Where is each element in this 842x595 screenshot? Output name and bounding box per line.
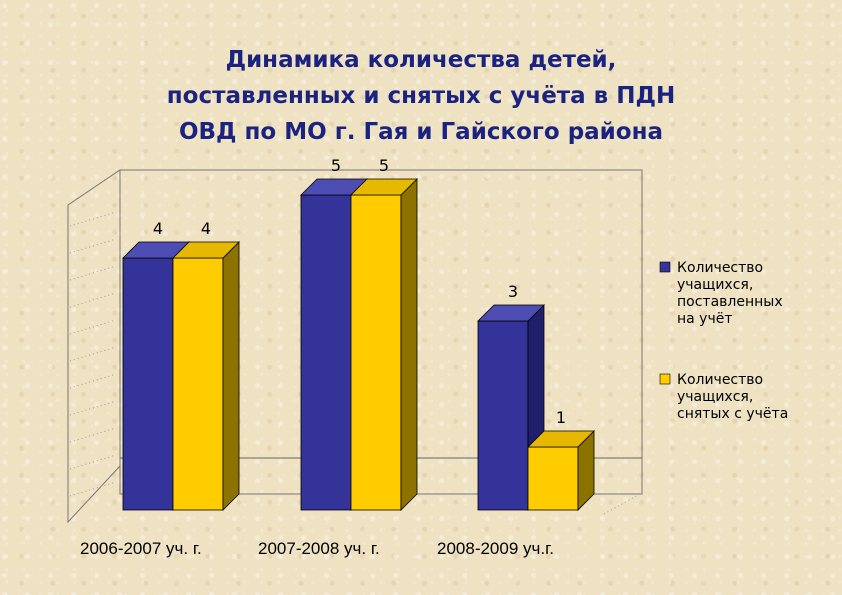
gridline: [69, 265, 117, 281]
bar: [172, 241, 240, 511]
category-label: 2007-2008 уч. г.: [258, 539, 380, 558]
bar-front: [350, 194, 402, 511]
bar-front: [172, 257, 224, 511]
bar-top: [172, 241, 240, 259]
chart-bars: [122, 178, 595, 511]
bar-front: [122, 257, 174, 511]
title-line-2: поставленных и снятых с учёта в ПДН: [166, 83, 676, 109]
bar: [477, 304, 545, 511]
gridline: [69, 346, 117, 362]
gridline: [69, 481, 117, 497]
gridline: [69, 319, 117, 335]
category-label: 2008-2009 уч.г.: [437, 539, 554, 558]
legend-swatch: [659, 373, 671, 385]
gridline: [603, 493, 641, 515]
bar-top: [477, 304, 545, 322]
legend-label: снятых с учёта: [677, 406, 788, 422]
bar-front: [477, 320, 529, 511]
gridline: [69, 292, 117, 308]
category-labels: 2006-2007 уч. г. 2007-2008 уч. г. 2008-200…: [80, 539, 554, 558]
gridline: [69, 427, 117, 443]
bar-top: [350, 178, 418, 196]
legend-swatch: [659, 261, 671, 273]
gridline: [69, 373, 117, 389]
bar-top: [527, 430, 595, 448]
value-label: 4: [201, 219, 211, 238]
value-labels: 4 5 3 4 5 1: [153, 156, 566, 427]
value-label: 5: [331, 156, 341, 175]
category-label: 2006-2007 уч. г.: [80, 539, 202, 558]
value-label: 1: [556, 408, 566, 427]
gridline: [69, 238, 117, 254]
gridline: [69, 211, 117, 227]
legend-label: учащихся,: [677, 389, 753, 405]
gridline: [69, 454, 117, 470]
bar-side: [222, 241, 240, 511]
title-line-3: ОВД по МО г. Гая и Гайского района: [178, 119, 664, 145]
bar: [350, 178, 418, 511]
bar: [527, 430, 595, 511]
value-label: 5: [379, 156, 389, 175]
bar-front: [300, 194, 352, 511]
chart-title: Динамика количества детей, поставленных …: [0, 42, 842, 150]
legend-label: на учёт: [677, 311, 733, 327]
side-wall: [67, 169, 121, 524]
title-line-1: Динамика количества детей,: [225, 47, 617, 73]
legend-label: поставленных: [677, 294, 783, 310]
legend-label: Количество: [677, 372, 763, 388]
bar-side: [400, 178, 418, 511]
bar-front: [527, 446, 579, 511]
gridline: [69, 400, 117, 416]
value-label: 4: [153, 219, 163, 238]
legend-label: учащихся,: [677, 277, 753, 293]
value-label: 3: [508, 282, 518, 301]
legend-label: Количество: [677, 260, 763, 276]
